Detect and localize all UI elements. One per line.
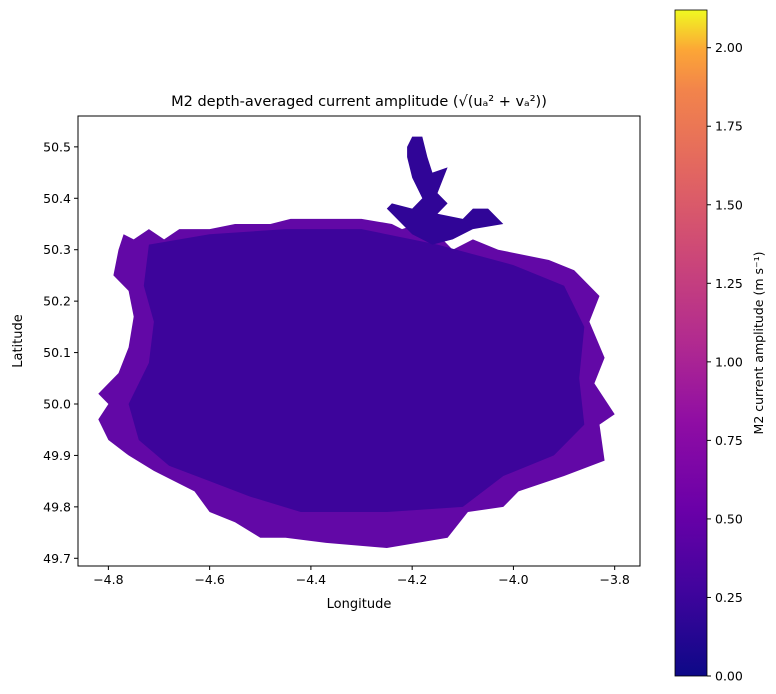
y-tick-label: 50.5 [43,139,71,154]
colorbar [674,9,708,677]
chart-title: M2 depth-averaged current amplitude (√(u… [171,94,547,110]
y-tick-label: 50.1 [43,345,71,360]
x-tick-label: −3.8 [600,572,630,587]
y-axis: 49.7 49.8 49.9 50.0 50.1 50.2 50.3 50.4 50.5 [43,139,78,566]
x-tick-label: −4.2 [397,572,427,587]
x-tick-label: −4.0 [498,572,528,587]
y-tick-label: 50.2 [43,294,71,309]
y-tick-label: 50.4 [43,191,71,206]
amplitude-field-inner [128,229,585,512]
colorbar-tick-label: 1.50 [715,197,743,212]
y-tick-label: 49.8 [43,499,71,514]
x-tick-label: −4.8 [93,572,123,587]
colorbar-tick-label: 0.75 [715,433,743,448]
y-tick-label: 49.9 [43,448,71,463]
colorbar-tick-label: 0.25 [715,590,743,605]
plot-area [98,136,615,548]
amplitude-field-estuary [386,136,504,245]
colorbar-tick-label: 2.00 [715,40,743,55]
colorbar-ticks: 0.00 0.25 0.50 0.75 1.00 1.25 1.50 1.75 2.00 [707,40,743,684]
colorbar-label: M2 current amplitude (m s⁻¹) [751,252,766,435]
plot-frame [77,115,641,567]
y-tick-label: 49.7 [43,551,71,566]
y-tick-label: 50.3 [43,242,71,257]
colorbar-tick-label: 0.00 [715,669,743,684]
x-axis: −4.8 −4.6 −4.4 −4.2 −4.0 −3.8 [93,566,630,587]
colorbar-tick-label: 1.75 [715,119,743,134]
x-tick-label: −4.6 [194,572,224,587]
y-axis-label: Latitude [11,314,26,368]
x-axis-label: Longitude [327,597,392,612]
colorbar-tick-label: 1.25 [715,276,743,291]
y-tick-label: 50.0 [43,397,71,412]
colorbar-tick-label: 1.00 [715,354,743,369]
colorbar-tick-label: 0.50 [715,511,743,526]
x-tick-label: −4.4 [296,572,326,587]
